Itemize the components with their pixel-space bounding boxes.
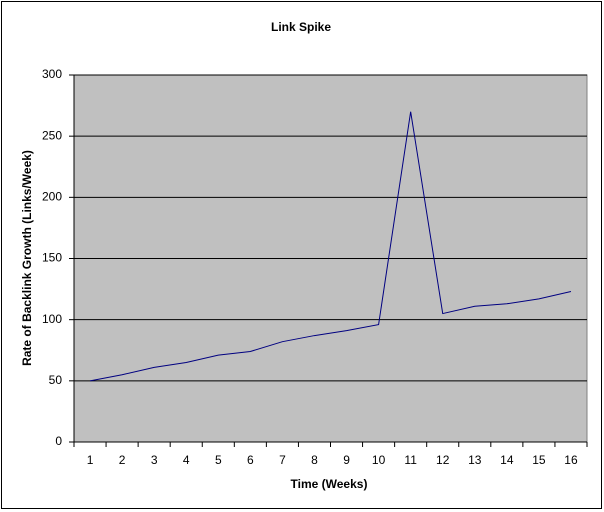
y-tick-label: 300 — [42, 67, 62, 81]
x-tick-label: 10 — [372, 453, 386, 467]
x-tick-label: 3 — [151, 453, 158, 467]
x-tick-label: 15 — [532, 453, 546, 467]
x-tick-label: 9 — [343, 453, 350, 467]
x-tick-label: 8 — [311, 453, 318, 467]
x-tick-label: 13 — [468, 453, 482, 467]
y-axis-label: Rate of Backlink Growth (Links/Week) — [20, 150, 34, 366]
y-tick-label: 0 — [55, 434, 62, 448]
x-axis-label: Time (Weeks) — [291, 477, 368, 491]
y-tick-label: 250 — [42, 128, 62, 142]
y-tick-label: 150 — [42, 251, 62, 265]
y-tick-label: 200 — [42, 190, 62, 204]
y-tick-label: 100 — [42, 312, 62, 326]
x-tick-label: 11 — [404, 453, 417, 467]
x-tick-label: 14 — [500, 453, 514, 467]
x-tick-label: 1 — [87, 453, 94, 467]
y-tick-label: 50 — [49, 373, 63, 387]
x-tick-label: 7 — [279, 453, 286, 467]
data-line — [89, 111, 572, 382]
x-tick-label: 2 — [119, 453, 126, 467]
x-tick-label: 12 — [436, 453, 450, 467]
x-tick-label: 4 — [183, 453, 190, 467]
chart-title: Link Spike — [271, 20, 331, 34]
x-tick-label: 16 — [564, 453, 578, 467]
x-tick-label: 6 — [247, 453, 254, 467]
x-tick-label: 5 — [215, 453, 222, 467]
